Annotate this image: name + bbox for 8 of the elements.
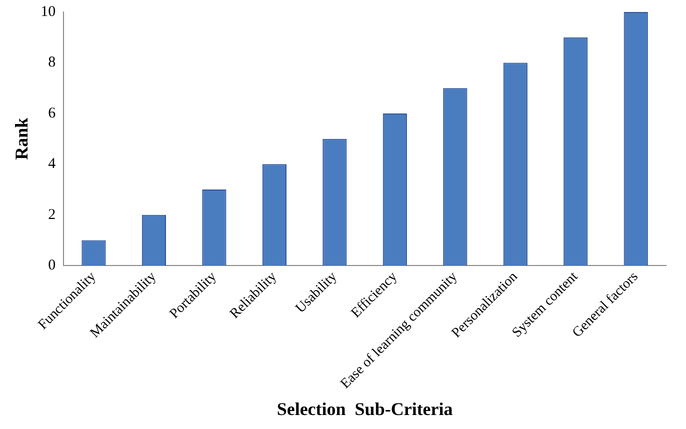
x-axis-title: Selection Sub-Criteria: [276, 398, 453, 419]
y-axis-title: Rank: [11, 118, 32, 160]
y-tick-label: 8: [48, 54, 56, 71]
y-tick-label: 10: [40, 4, 56, 20]
y-tick-label: 6: [48, 105, 56, 122]
y-tick-label: 4: [48, 156, 56, 172]
y-tick-label: 0: [48, 258, 56, 274]
y-tick-label: 2: [48, 206, 56, 223]
